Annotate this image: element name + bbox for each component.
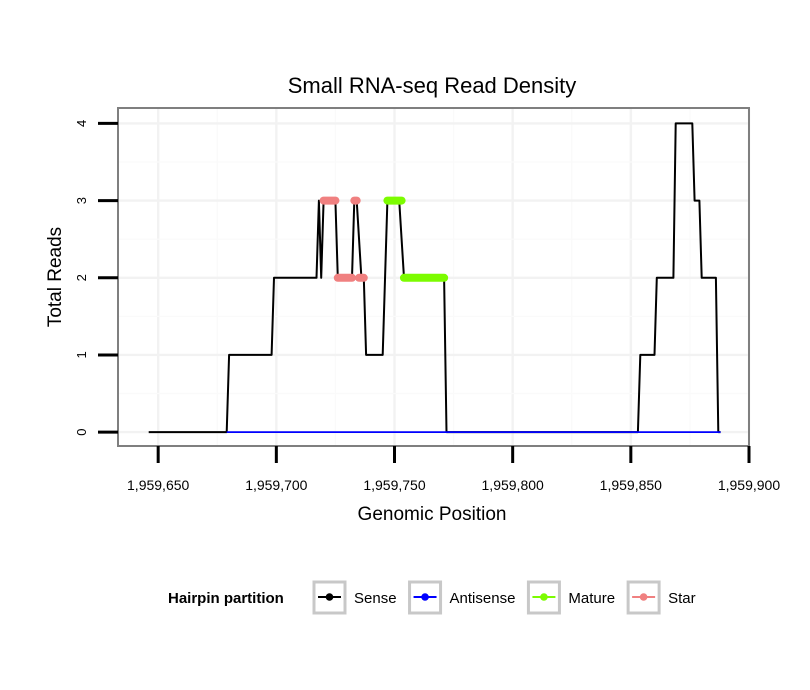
legend-dot-antisense [421, 593, 429, 601]
legend-label-sense: Sense [354, 590, 397, 607]
chart-title: Small RNA-seq Read Density [288, 73, 577, 98]
series-layer [148, 122, 721, 434]
y-axis: 0 1 2 3 4 [74, 120, 118, 436]
legend-label-star: Star [668, 590, 696, 607]
legend-label-mature: Mature [568, 590, 615, 607]
x-axis: 1,959,650 1,959,700 1,959,750 1,959,800 1,95… [127, 446, 780, 493]
y-tick-label: 1 [74, 351, 89, 358]
y-tick-label: 2 [74, 274, 89, 281]
series-sense-line [148, 122, 721, 434]
legend-dot-mature [540, 593, 548, 601]
legend-dot-sense [325, 593, 334, 601]
y-tick-label: 4 [74, 120, 89, 127]
x-tick-label: 1,959,650 [127, 477, 189, 493]
x-tick-label: 1,959,700 [245, 477, 307, 493]
x-axis-title: Genomic Position [358, 504, 507, 525]
y-axis-title: Total Reads [45, 227, 66, 327]
x-tick-label: 1,959,900 [718, 477, 780, 493]
legend-title: Hairpin partition [168, 590, 284, 607]
y-tick-label: 0 [74, 428, 89, 435]
x-tick-label: 1,959,850 [600, 477, 662, 493]
y-tick-label: 3 [74, 197, 89, 204]
legend: Hairpin partition Sense Antisense Mature St… [168, 580, 696, 615]
x-tick-label: 1,959,750 [363, 477, 425, 493]
legend-dot-star [639, 593, 648, 601]
legend-label-antisense: Antisense [450, 590, 516, 607]
x-tick-label: 1,959,800 [482, 477, 544, 493]
